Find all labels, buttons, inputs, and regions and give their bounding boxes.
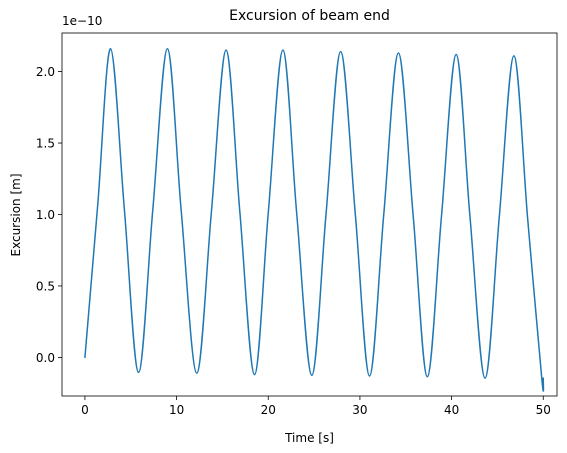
x-tick-label: 40 [444, 403, 459, 417]
x-axis-label: Time [s] [284, 431, 334, 445]
y-axis-label: Excursion [m] [9, 173, 23, 256]
y-axis-offset-label: 1e−10 [62, 14, 102, 28]
axes: 0 10 20 30 40 50 0.0 0.5 1.0 1.5 2.0 [36, 32, 558, 417]
y-tick-label: 0.0 [36, 351, 55, 365]
series-line-0 [84, 47, 545, 392]
x-tick-label: 20 [261, 403, 276, 417]
axes-frame [61, 32, 558, 397]
x-tick-label: 50 [536, 403, 551, 417]
chart-title: Excursion of beam end [229, 8, 390, 24]
y-tick-label: 1.5 [36, 137, 55, 151]
x-tick-label: 0 [81, 403, 89, 417]
y-tick-label: 0.5 [36, 279, 55, 293]
y-tick-label: 1.0 [36, 208, 55, 222]
plot-area [84, 47, 545, 392]
y-tick-label: 2.0 [36, 65, 55, 79]
x-tick-label: 10 [169, 403, 184, 417]
x-tick-label: 30 [352, 403, 367, 417]
